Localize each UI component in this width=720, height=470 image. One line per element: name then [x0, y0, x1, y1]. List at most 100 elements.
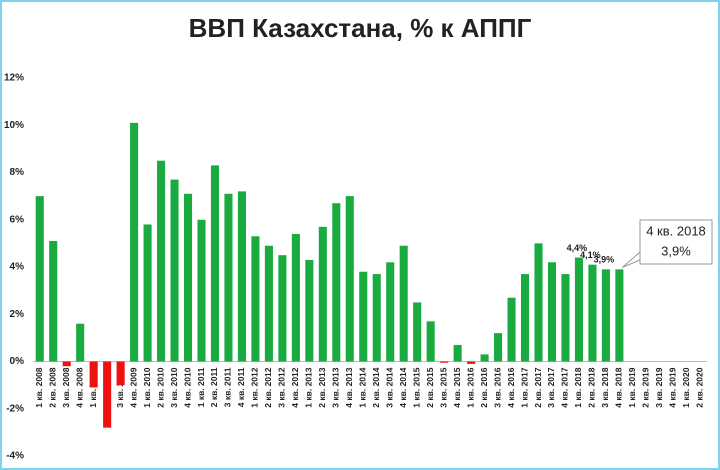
x-tick-label: 4 кв. 2010 [182, 367, 192, 407]
callout-value: 3,9% [661, 243, 691, 258]
chart-title: ВВП Казахстана, % к АППГ [189, 13, 532, 43]
bar [237, 191, 246, 362]
bar [318, 226, 327, 362]
bar [251, 236, 260, 362]
bar [143, 224, 152, 362]
x-tick-label: 1 кв. 2019 [627, 367, 637, 407]
x-tick-label: 1 кв. 2015 [411, 367, 421, 407]
y-tick-label: 6% [10, 214, 25, 225]
x-tick-label: 4 кв. 2011 [236, 367, 246, 407]
bar [494, 333, 503, 362]
bar [278, 255, 287, 362]
x-tick-label: 3 кв. 2012 [277, 367, 287, 407]
bar [413, 302, 422, 362]
bar [426, 321, 435, 362]
value-label: 4,4% [567, 243, 588, 253]
bar [372, 274, 381, 362]
value-label: 3,9% [594, 255, 615, 265]
bar [49, 241, 58, 362]
bar [170, 179, 179, 362]
bar [157, 160, 166, 362]
x-tick-label: 3 кв. 2013 [331, 367, 341, 407]
bar [89, 361, 98, 388]
bar [130, 122, 139, 362]
x-tick-label: 4 кв. 2016 [506, 367, 516, 407]
x-tick-label: 1 кв. 2012 [250, 367, 260, 407]
x-tick-label: 1 кв. 2013 [304, 367, 314, 407]
bar [345, 196, 354, 362]
bar [264, 245, 273, 362]
bar [332, 203, 341, 362]
x-tick-label: 3 кв. 2015 [438, 367, 448, 407]
y-tick-label: 4% [10, 262, 25, 273]
value-label: 4,1% [580, 250, 601, 260]
x-tick-label: 2 кв. 2013 [317, 367, 327, 407]
x-tick-label: 4 кв. 2017 [560, 367, 570, 407]
callout-box [639, 219, 713, 265]
bar [62, 361, 71, 367]
bar [291, 233, 300, 362]
bar [588, 264, 597, 362]
y-tick-label: 12% [4, 73, 24, 84]
x-tick-label: 1 кв. 2017 [519, 367, 529, 407]
x-tick-label: 4 кв. 2012 [290, 367, 300, 407]
x-tick-label: 4 кв. 2018 [614, 367, 624, 407]
bar [520, 274, 530, 362]
bar [210, 165, 220, 362]
x-tick-label: 3 кв. 2009 [115, 367, 125, 407]
x-tick-label: 3 кв. 2011 [223, 367, 233, 407]
x-tick-label: 2 кв. 2017 [533, 367, 543, 407]
x-tick-label: 2 кв. 2014 [371, 367, 381, 407]
bar [305, 259, 314, 362]
y-tick-label: -4% [6, 451, 24, 462]
bar [453, 344, 462, 362]
x-tick-label: 2 кв. 2008 [47, 367, 57, 407]
bar [35, 196, 44, 362]
x-tick-label: 1 кв. 2016 [465, 367, 475, 407]
bar [224, 193, 233, 362]
x-tick-label: 4 кв. 2019 [668, 367, 678, 407]
bar [480, 354, 489, 362]
x-tick-label: 4 кв. 2013 [344, 367, 354, 407]
x-tick-label: 2 кв. 2010 [155, 367, 165, 407]
bar [359, 271, 368, 362]
bar [386, 262, 395, 362]
x-tick-label: 2 кв. 2015 [425, 367, 435, 407]
bar [601, 269, 610, 362]
x-tick-label: 2 кв. 2012 [263, 367, 273, 407]
x-tick-label: 3 кв. 2014 [384, 367, 394, 407]
x-tick-label: 4 кв. 2014 [398, 367, 408, 407]
x-tick-label: 2 кв. 2011 [209, 367, 219, 407]
x-tick-label: 2 кв. 2016 [479, 367, 489, 407]
y-tick-label: 8% [10, 167, 25, 178]
x-tick-label: 3 кв. 2016 [492, 367, 502, 407]
x-tick-label: 3 кв. 2017 [546, 367, 556, 407]
x-tick-label: 1 кв. 2011 [196, 367, 206, 407]
x-tick-label: 1 кв. 2018 [573, 367, 583, 407]
bar [534, 243, 543, 362]
bar [76, 323, 85, 362]
callout-pointer [622, 251, 641, 268]
bar [547, 262, 557, 362]
x-tick-label: 1 кв. 2008 [34, 367, 44, 407]
x-tick-label: 2 кв. 2020 [695, 367, 705, 407]
bar [615, 269, 624, 362]
y-tick-label: 2% [10, 309, 25, 320]
bar [561, 274, 570, 362]
x-tick-label: 1 кв. 2014 [358, 367, 368, 407]
y-tick-label: 10% [4, 120, 24, 131]
x-tick-label: 4 кв. 2008 [74, 367, 84, 407]
x-tick-label: 3 кв. 2019 [654, 367, 664, 407]
y-tick-label: 0% [10, 356, 25, 367]
x-tick-label: 1 кв. 2010 [142, 367, 152, 407]
x-tick-label: 3 кв. 2018 [600, 367, 610, 407]
callout-category: 4 кв. 2018 [646, 223, 706, 238]
y-tick-label: -2% [6, 403, 24, 414]
bar [507, 297, 516, 362]
bar [116, 361, 125, 386]
x-tick-label: 3 кв. 2008 [61, 367, 71, 407]
bar [183, 193, 193, 362]
bar [467, 361, 476, 364]
